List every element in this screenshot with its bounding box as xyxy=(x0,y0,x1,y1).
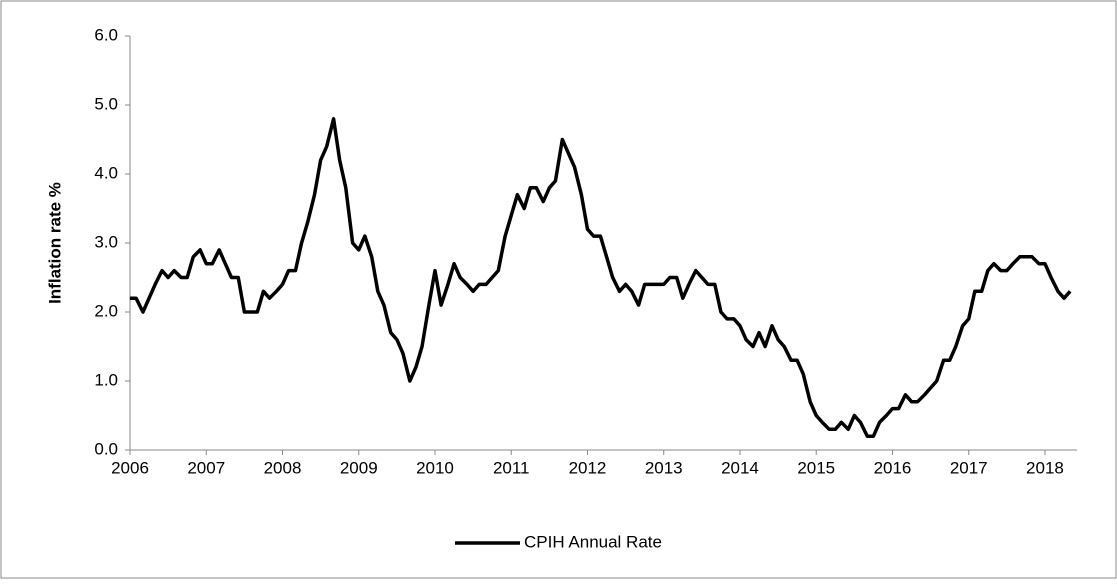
y-tick-label: 0.0 xyxy=(94,439,118,458)
x-tick-label: 2010 xyxy=(416,458,454,477)
x-tick-label: 2012 xyxy=(569,458,607,477)
x-tick-label: 2011 xyxy=(493,458,530,477)
x-tick-label: 2009 xyxy=(340,458,378,477)
x-tick-label: 2016 xyxy=(874,458,912,477)
x-tick-label: 2006 xyxy=(111,458,149,477)
x-tick-label: 2014 xyxy=(721,458,759,477)
x-tick-label: 2013 xyxy=(645,458,683,477)
y-tick-label: 3.0 xyxy=(94,232,118,251)
x-tick-label: 2008 xyxy=(264,458,302,477)
y-tick-label: 1.0 xyxy=(94,370,118,389)
x-tick-label: 2015 xyxy=(797,458,835,477)
x-tick-label: 2017 xyxy=(950,458,988,477)
legend-label: CPIH Annual Rate xyxy=(524,532,662,551)
data-line xyxy=(130,117,1072,438)
y-tick-label: 6.0 xyxy=(94,25,118,44)
x-tick-label: 2018 xyxy=(1026,458,1064,477)
y-axis-title: Inflation rate % xyxy=(45,182,64,304)
y-tick-label: 4.0 xyxy=(94,163,118,182)
y-tick-label: 5.0 xyxy=(94,94,118,113)
y-tick-label: 2.0 xyxy=(94,301,118,320)
x-tick-label: 2007 xyxy=(187,458,225,477)
